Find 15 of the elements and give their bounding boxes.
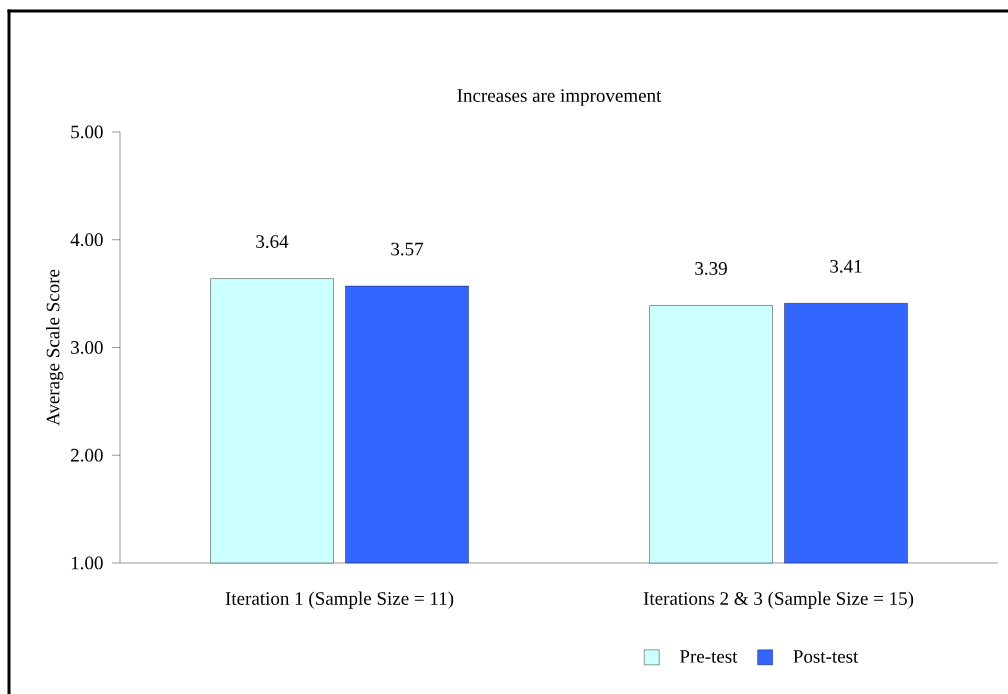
data-label: 3.57	[391, 242, 424, 256]
data-label: 3.64	[256, 235, 289, 248]
x-tick-label: Iterations 2 & 3 (Sample Size = 15)	[643, 591, 914, 609]
y-tick-label: 5.00	[71, 125, 103, 139]
legend-label: Pre-test	[679, 650, 738, 663]
legend-label: Post-test	[793, 650, 859, 663]
data-label: 3.41	[830, 259, 862, 273]
y-axis-title: Average Scale Score	[46, 269, 64, 426]
y-tick-label: 4.00	[70, 233, 103, 247]
data-label: 3.39	[695, 262, 727, 275]
y-tick-label: 3.00	[71, 341, 103, 354]
chart-title: Increases are improvement	[457, 89, 662, 106]
y-tick-label: 1.00	[71, 556, 103, 570]
y-tick-label: 2.00	[71, 448, 103, 462]
x-tick-label: Iteration 1 (Sample Size = 11)	[225, 591, 454, 609]
